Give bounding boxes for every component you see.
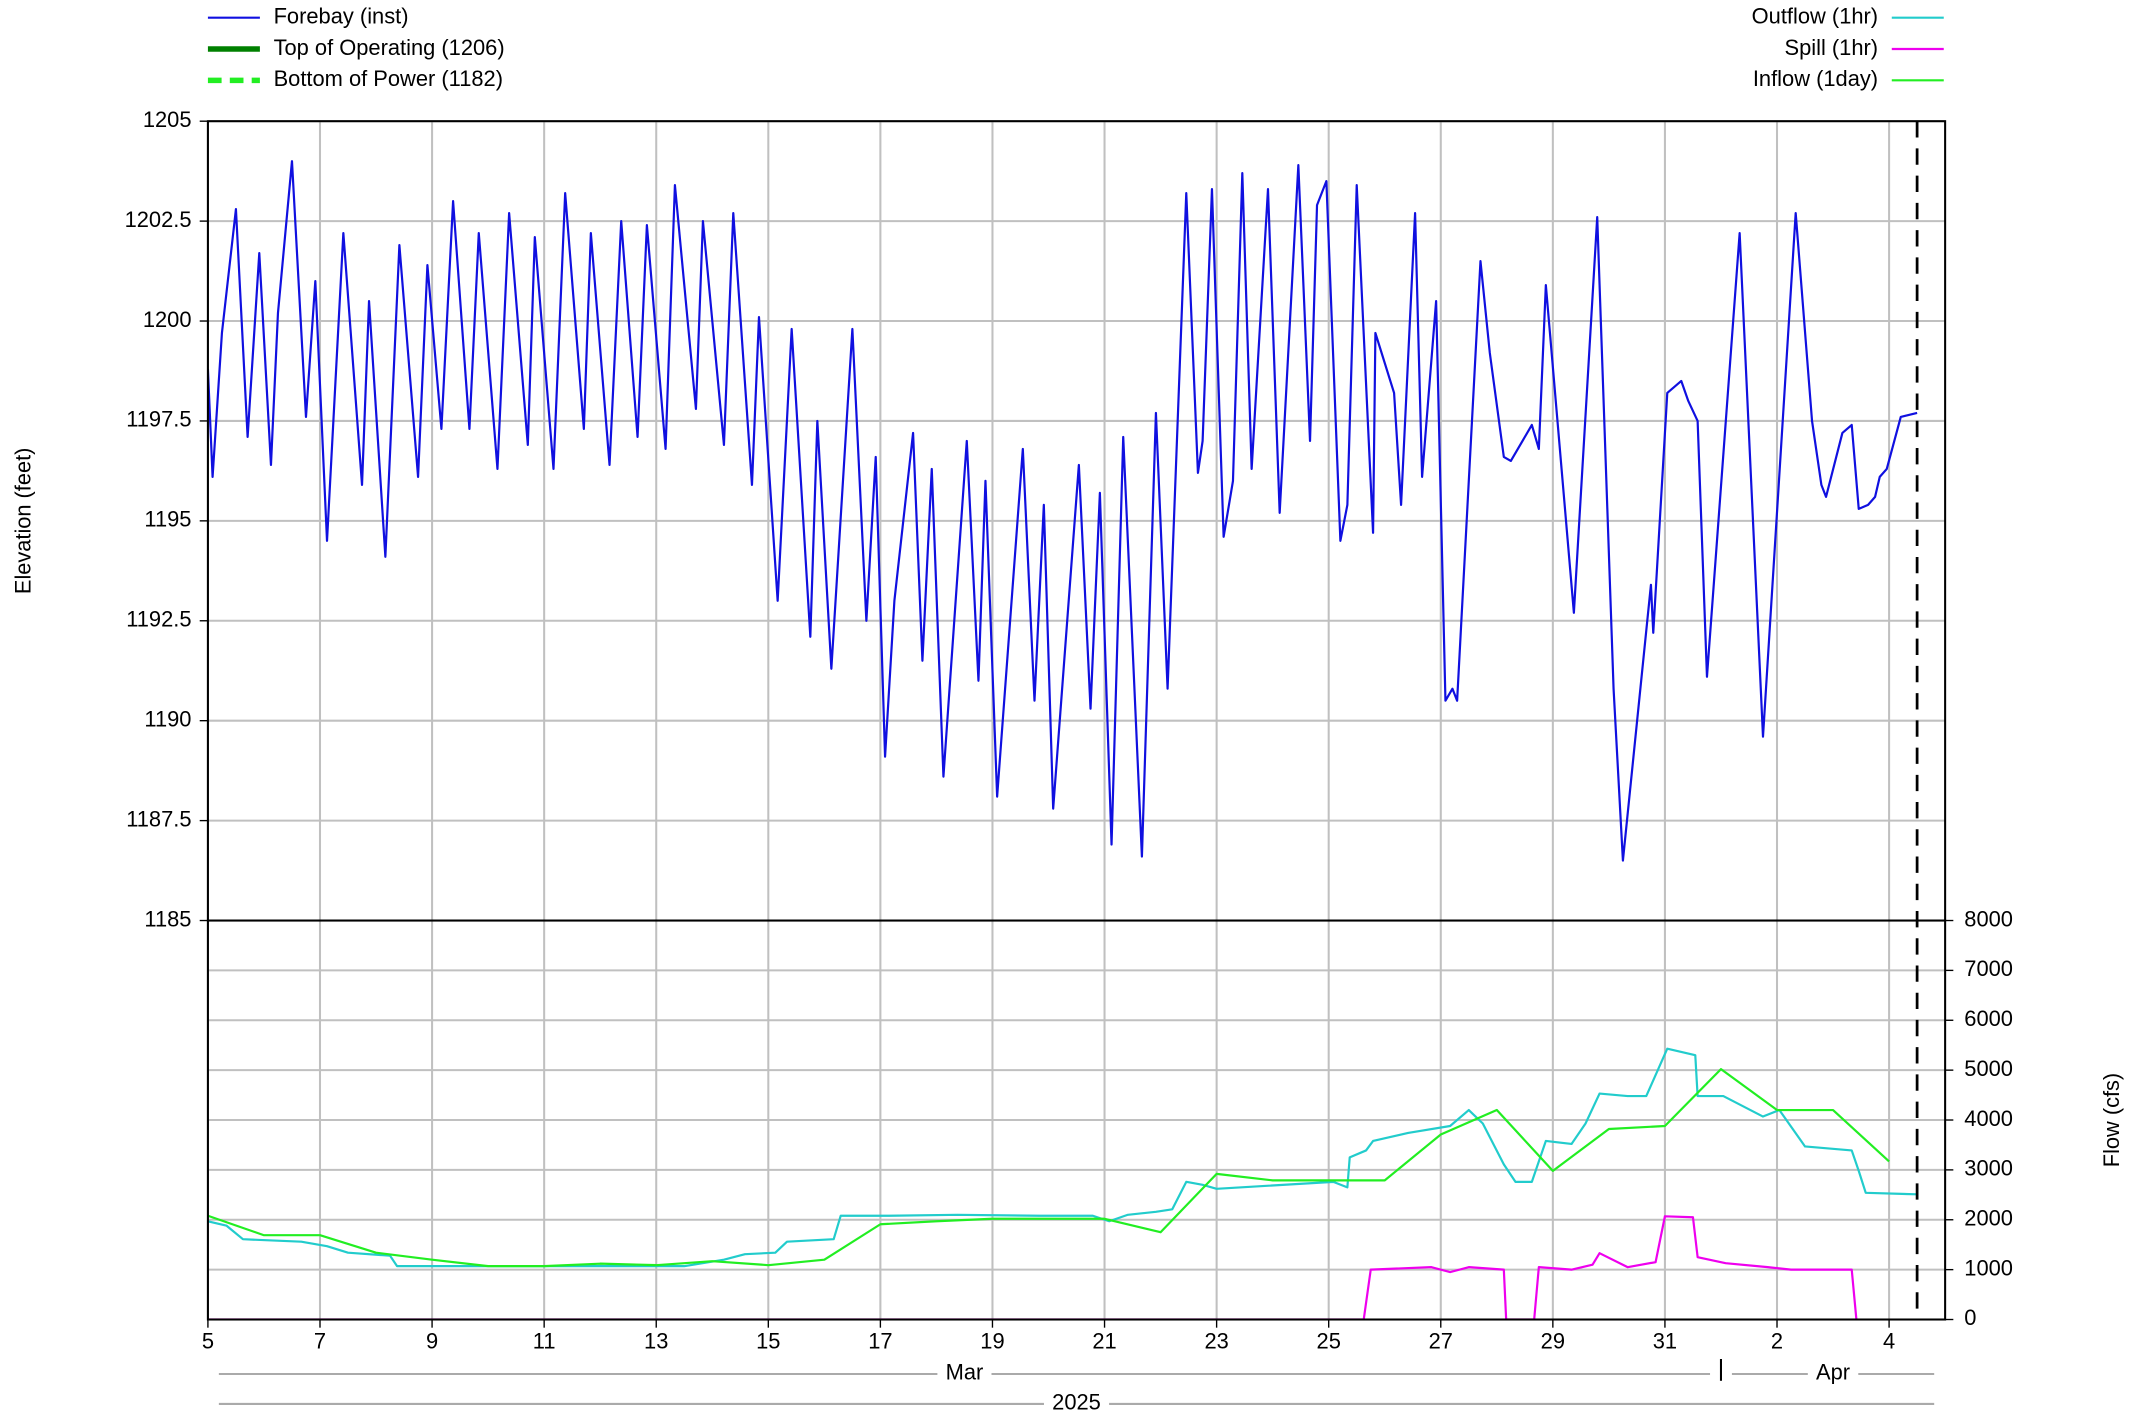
y-tick-label: 1192.5 <box>126 607 191 632</box>
x-tick-label: 31 <box>1653 1328 1677 1353</box>
x-tick-label: 13 <box>644 1328 668 1353</box>
x-tick-label: 2 <box>1771 1328 1783 1353</box>
y-tick-label: 3000 <box>1964 1156 2013 1181</box>
series-line <box>207 1047 1918 1268</box>
axis-title: Flow (cfs) <box>2099 1073 2124 1167</box>
x-tick-label: 21 <box>1092 1328 1116 1353</box>
y-tick-label: 0 <box>1964 1305 1976 1330</box>
legend-label: Bottom of Power (1182) <box>274 66 503 91</box>
series-line <box>207 1215 1858 1320</box>
axis-group-label: Apr <box>1816 1360 1850 1385</box>
y-tick-label: 1185 <box>144 906 191 931</box>
x-tick-label: 25 <box>1317 1328 1341 1353</box>
x-tick-label: 29 <box>1541 1328 1565 1353</box>
x-tick-label: 27 <box>1429 1328 1453 1353</box>
axis-title: Elevation (feet) <box>10 448 35 594</box>
axis-group-label: Mar <box>946 1360 984 1385</box>
y-tick-label: 1000 <box>1964 1255 2013 1280</box>
x-tick-label: 19 <box>980 1328 1004 1353</box>
y-tick-label: 7000 <box>1964 956 2013 981</box>
plot-frame <box>206 919 1947 1321</box>
legend-label: Outflow (1hr) <box>1752 4 1878 29</box>
y-tick-label: 1190 <box>144 706 191 731</box>
y-tick-label: 1197.5 <box>126 407 191 432</box>
grid <box>206 120 1946 1321</box>
x-tick-label: 11 <box>533 1328 556 1353</box>
y-tick-label: 1200 <box>143 307 192 332</box>
y-tick-label: 8000 <box>1964 906 2013 931</box>
legend-label: Forebay (inst) <box>274 4 409 29</box>
legend-label: Top of Operating (1206) <box>274 35 505 60</box>
x-tick-label: 7 <box>314 1328 326 1353</box>
x-tick-label: 23 <box>1204 1328 1228 1353</box>
series-line <box>207 1068 1890 1268</box>
series-line <box>207 160 1918 862</box>
legend-label: Spill (1hr) <box>1784 35 1878 60</box>
y-tick-label: 1187.5 <box>126 806 191 831</box>
x-tick-label: 9 <box>426 1328 438 1353</box>
x-tick-label: 15 <box>756 1328 780 1353</box>
plot-area <box>207 1047 1918 1320</box>
legend-label: Inflow (1day) <box>1753 66 1878 91</box>
y-tick-label: 1205 <box>143 107 192 132</box>
y-tick-label: 5000 <box>1964 1056 2013 1081</box>
x-tick-label: 17 <box>868 1328 892 1353</box>
y-tick-label: 1202.5 <box>125 207 192 232</box>
y-tick-label: 4000 <box>1964 1106 2013 1131</box>
y-tick-label: 2000 <box>1964 1206 2013 1231</box>
axis-group-label: 2025 <box>1052 1390 1101 1415</box>
x-tick-label: 4 <box>1883 1328 1895 1353</box>
y-tick-label: 6000 <box>1964 1006 2013 1031</box>
plot-area <box>207 160 1918 862</box>
y-tick-label: 1195 <box>144 507 191 532</box>
x-tick-label: 5 <box>202 1328 214 1353</box>
